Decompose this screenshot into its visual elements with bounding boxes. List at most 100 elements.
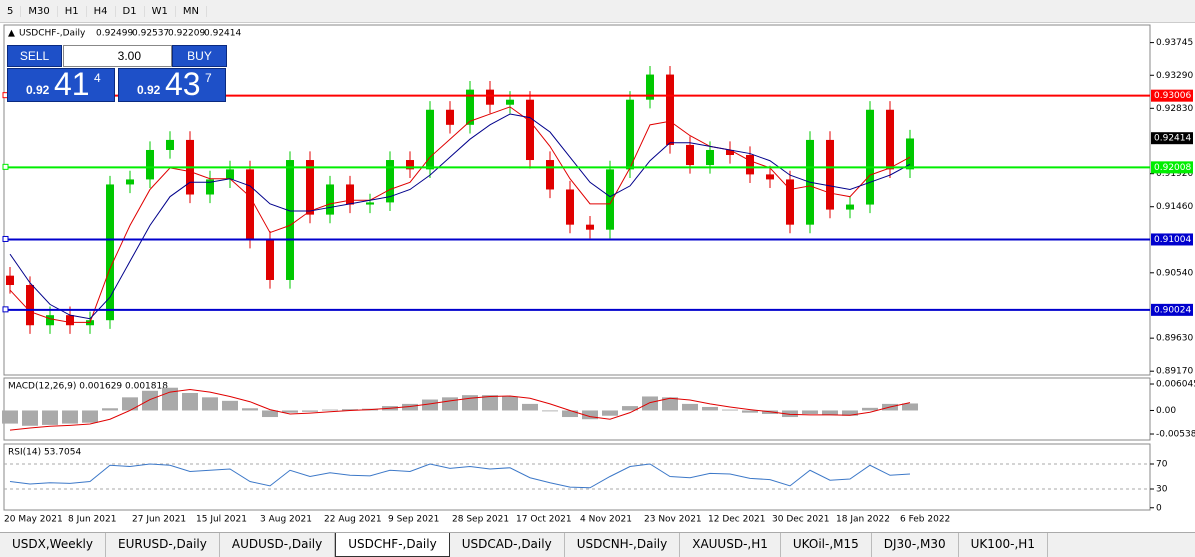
candle-body <box>766 174 774 180</box>
candle-body <box>706 149 714 166</box>
current-price-label: 0.92414 <box>1154 134 1191 144</box>
candle-body <box>46 315 54 326</box>
macd-title: MACD(12,26,9) 0.001629 0.001818 <box>8 382 168 392</box>
y-tick-label: 0 <box>1156 503 1162 513</box>
y-tick-label: -0.005383 <box>1156 430 1195 440</box>
candle-body <box>206 179 214 195</box>
candle-body <box>446 109 454 125</box>
chart-tabs: USDX,Weekly EURUSD-,Daily AUDUSD-,Daily USD… <box>0 532 1195 557</box>
x-tick-label: 15 Jul 2021 <box>196 515 247 525</box>
macd-bar <box>522 403 538 411</box>
bid-prefix: 0.92 <box>26 83 50 97</box>
macd-bar <box>642 396 658 411</box>
candle-body <box>166 139 174 150</box>
chart-tab[interactable]: USDCNH-,Daily <box>565 533 681 557</box>
ask-price[interactable]: 0.92 43 7 <box>118 66 226 102</box>
candle-body <box>846 204 854 210</box>
current-price-box <box>1151 132 1193 145</box>
bid-price[interactable]: 0.92 41 4 <box>7 66 115 102</box>
lot-input[interactable]: 3.00 <box>63 45 172 67</box>
timeframe-button[interactable]: H1 <box>58 5 87 17</box>
macd-bar <box>622 406 638 411</box>
timeframe-button[interactable]: W1 <box>145 5 176 17</box>
x-tick-label: 22 Aug 2021 <box>324 515 382 525</box>
chart-tab[interactable]: USDX,Weekly <box>0 533 106 557</box>
candle-body <box>306 160 314 215</box>
timeframe-button[interactable]: 5 <box>0 5 22 17</box>
x-tick-label: 28 Sep 2021 <box>452 515 509 525</box>
macd-bar <box>482 395 498 411</box>
chart-tab[interactable]: USDCHF-,Daily <box>335 533 450 557</box>
level-label-box <box>1151 303 1193 316</box>
candle-body <box>906 138 914 170</box>
candle-body <box>466 89 474 125</box>
macd-bar <box>62 410 78 424</box>
candle-body <box>246 169 254 240</box>
macd-bar <box>902 403 918 411</box>
macd-bar <box>22 410 38 426</box>
quote-value: 0.92499 <box>96 29 133 39</box>
candle-body <box>426 109 434 170</box>
chart-tab[interactable]: UKOil-,M15 <box>781 533 872 557</box>
candle-body <box>26 285 34 326</box>
macd-bar <box>662 397 678 411</box>
candle-body <box>346 184 354 205</box>
candle-body <box>506 99 514 105</box>
macd-bar <box>142 390 158 411</box>
candle-body <box>646 74 654 100</box>
chart-tab[interactable]: EURUSD-,Daily <box>106 533 220 557</box>
timeframe-button[interactable]: M30 <box>21 5 58 17</box>
y-tick-label: 0.006045 <box>1156 380 1195 390</box>
candle-body <box>786 179 794 225</box>
timeframe-toolbar: 5 M30 H1 H4 D1 W1 MN <box>0 0 1195 23</box>
chart-tab[interactable]: DJ30-,M30 <box>872 533 959 557</box>
macd-bar <box>222 400 238 411</box>
chart-tab[interactable]: XAUUSD-,H1 <box>680 533 781 557</box>
timeframe-button[interactable]: D1 <box>116 5 145 17</box>
candle-body <box>626 99 634 170</box>
timeframe-button[interactable]: H4 <box>87 5 116 17</box>
candle-body <box>726 149 734 156</box>
moving-average <box>9 113 911 320</box>
macd-bar <box>742 410 758 413</box>
candle-body <box>666 74 674 145</box>
chart-tab[interactable]: USDCAD-,Daily <box>450 533 565 557</box>
macd-bar <box>862 407 878 411</box>
x-tick-label: 27 Jun 2021 <box>132 515 186 525</box>
chart-tab[interactable]: UK100-,H1 <box>959 533 1048 557</box>
y-tick-label: 30 <box>1156 485 1168 495</box>
level-label: 0.91004 <box>1154 235 1191 245</box>
macd-bar <box>42 410 58 425</box>
candle-body <box>286 160 294 280</box>
level-label-box <box>1151 161 1193 174</box>
macd-bar <box>242 408 258 411</box>
sell-button[interactable]: SELL <box>7 45 62 67</box>
candle-body <box>146 149 154 180</box>
candle-body <box>66 315 74 326</box>
level-label: 0.93006 <box>1154 91 1191 101</box>
macd-bar <box>302 410 318 412</box>
x-tick-label: 30 Dec 2021 <box>772 515 830 525</box>
x-tick-label: 23 Nov 2021 <box>644 515 702 525</box>
candle-body <box>226 169 234 180</box>
chart-tab[interactable]: AUDUSD-,Daily <box>220 533 336 557</box>
timeframe-button[interactable]: MN <box>176 5 207 17</box>
ask-prefix: 0.92 <box>137 83 161 97</box>
bid-small: 4 <box>94 71 101 85</box>
macd-bar <box>802 410 818 414</box>
macd-bar <box>782 410 798 418</box>
buy-button[interactable]: BUY <box>172 45 227 67</box>
macd-bar <box>202 397 218 411</box>
candle-body <box>746 155 754 175</box>
macd-bar <box>82 410 98 423</box>
candle-body <box>406 160 414 170</box>
candle-body <box>526 99 534 161</box>
y-tick-label: 70 <box>1156 460 1168 470</box>
macd-bar <box>402 403 418 411</box>
candle-body <box>6 275 14 286</box>
macd-bar <box>842 410 858 416</box>
chart-window: ▲ USDCHF-,Daily MACD(12,26,9) 0.001629 0… <box>2 24 1195 525</box>
x-tick-label: 20 May 2021 <box>4 515 63 525</box>
bid-big: 41 <box>54 66 90 102</box>
